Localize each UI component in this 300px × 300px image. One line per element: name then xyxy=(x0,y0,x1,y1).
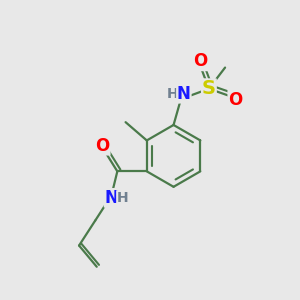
Text: S: S xyxy=(202,79,216,98)
Text: O: O xyxy=(228,91,242,109)
Text: H: H xyxy=(117,191,128,205)
Text: N: N xyxy=(177,85,191,103)
Text: N: N xyxy=(104,189,118,207)
Text: O: O xyxy=(194,52,208,70)
Text: H: H xyxy=(166,87,178,101)
Text: O: O xyxy=(95,137,110,155)
